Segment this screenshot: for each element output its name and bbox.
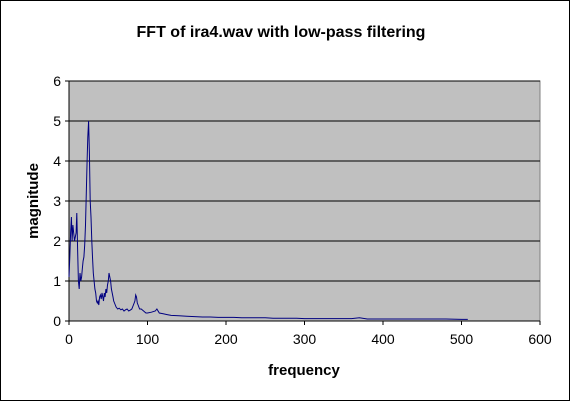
chart-title: FFT of ira4.wav with low-pass filtering [137, 24, 426, 41]
y-tick-label: 3 [53, 193, 61, 209]
x-tick-label: 300 [293, 331, 317, 347]
y-axis-title: magnitude [25, 163, 42, 239]
y-tick-label: 2 [53, 233, 61, 249]
axes [68, 81, 540, 322]
y-tick-label: 4 [53, 153, 61, 169]
x-tick-label: 400 [371, 331, 395, 347]
y-tick-label: 0 [53, 313, 61, 329]
x-axis-title: frequency [268, 362, 340, 379]
x-tick-labels: 0 100 200 300 400 500 600 [65, 331, 552, 347]
y-tick-labels: 0 1 2 3 4 5 6 [53, 73, 61, 329]
grid-lines [65, 80, 541, 325]
y-tick-label: 6 [53, 73, 61, 89]
x-tick-label: 100 [136, 331, 160, 347]
y-tick-label: 1 [53, 273, 61, 289]
x-tick-label: 600 [528, 331, 552, 347]
x-tick-label: 0 [65, 331, 73, 347]
series-line-magnitude [68, 120, 468, 320]
y-tick-label: 5 [53, 113, 61, 129]
x-tick-label: 500 [450, 331, 474, 347]
x-tick-label: 200 [214, 331, 238, 347]
